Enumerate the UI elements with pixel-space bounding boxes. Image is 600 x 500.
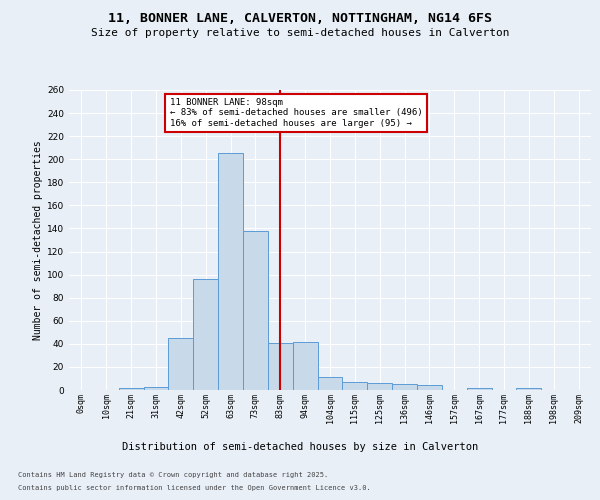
Text: Size of property relative to semi-detached houses in Calverton: Size of property relative to semi-detach…: [91, 28, 509, 38]
Bar: [143, 386, 169, 390]
Text: Distribution of semi-detached houses by size in Calverton: Distribution of semi-detached houses by …: [122, 442, 478, 452]
Bar: [119, 388, 143, 390]
Text: Contains HM Land Registry data © Crown copyright and database right 2025.: Contains HM Land Registry data © Crown c…: [18, 472, 328, 478]
Bar: [218, 154, 243, 390]
Text: 11 BONNER LANE: 98sqm
← 83% of semi-detached houses are smaller (496)
16% of sem: 11 BONNER LANE: 98sqm ← 83% of semi-deta…: [170, 98, 422, 128]
Bar: [317, 378, 343, 390]
Bar: [169, 338, 193, 390]
Bar: [392, 384, 417, 390]
Bar: [193, 279, 218, 390]
Bar: [268, 342, 293, 390]
Bar: [467, 388, 491, 390]
Bar: [517, 388, 541, 390]
Bar: [417, 386, 442, 390]
Bar: [343, 382, 367, 390]
Bar: [243, 231, 268, 390]
Text: 11, BONNER LANE, CALVERTON, NOTTINGHAM, NG14 6FS: 11, BONNER LANE, CALVERTON, NOTTINGHAM, …: [108, 12, 492, 26]
Y-axis label: Number of semi-detached properties: Number of semi-detached properties: [33, 140, 43, 340]
Bar: [367, 383, 392, 390]
Text: Contains public sector information licensed under the Open Government Licence v3: Contains public sector information licen…: [18, 485, 371, 491]
Bar: [293, 342, 317, 390]
